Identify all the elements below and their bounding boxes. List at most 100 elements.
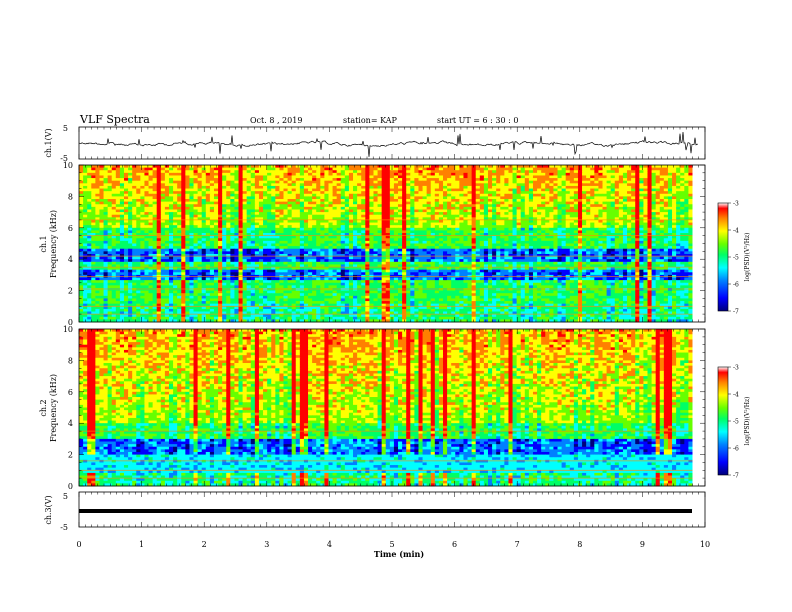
spectrogram-cell: [512, 230, 518, 234]
spectrogram-cell: [230, 219, 235, 223]
spectrogram-cell: [160, 167, 166, 171]
spectrogram-cell: [263, 240, 268, 244]
spectrogram-cell: [667, 214, 673, 218]
spectrogram-cell: [467, 227, 473, 231]
spectrogram-cell: [508, 185, 513, 189]
spectrogram-cell: [332, 165, 338, 169]
spectrogram-cell: [353, 246, 358, 250]
spectrogram-cell: [258, 170, 264, 174]
spectrogram-cell: [647, 204, 652, 208]
spectrogram-cell: [606, 206, 612, 210]
spectrogram-cell: [226, 227, 231, 231]
spectrogram-cell: [577, 180, 583, 184]
spectrogram-cell: [336, 178, 342, 182]
spectrogram-cell: [463, 193, 468, 197]
spectrogram-cell: [622, 167, 628, 171]
spectrogram-cell: [684, 199, 689, 203]
spectrogram-cell: [213, 191, 219, 195]
spectrogram-cell: [312, 201, 317, 205]
spectrogram-cell: [680, 183, 685, 187]
spectrogram-cell: [128, 222, 133, 226]
spectrogram-cell: [426, 170, 432, 174]
spectrogram-cell: [467, 214, 473, 218]
spectrogram-cell: [226, 196, 231, 200]
spectrogram-cell: [213, 183, 219, 187]
spectrogram-cell: [463, 167, 468, 171]
spectrogram-cell: [512, 199, 518, 203]
spectrogram-cell: [279, 165, 284, 169]
spectrogram-cell: [267, 214, 272, 218]
spectrogram-cell: [389, 170, 395, 174]
spectrogram-cell: [549, 227, 554, 231]
spectrogram-cell: [87, 212, 92, 216]
spectrogram-cell: [557, 196, 562, 200]
spectrogram-cell: [663, 230, 669, 234]
ch1-ytick-bottom: -5: [60, 154, 68, 163]
spectrogram-cell: [537, 227, 542, 231]
spectrogram-cell: [79, 188, 84, 192]
spectrogram-cell: [610, 172, 616, 176]
spectrogram-cell: [594, 193, 599, 197]
spectrogram-cell: [549, 172, 554, 176]
spectrogram-cell: [344, 204, 350, 208]
spectrogram-cell: [115, 175, 121, 179]
spectrogram-cell: [332, 167, 338, 171]
spectrogram-cell: [254, 196, 260, 200]
spectrogram-cell: [250, 238, 256, 242]
spectrogram-cell: [414, 219, 419, 223]
spectrogram-cell: [422, 180, 428, 184]
spectrogram-cell: [451, 183, 456, 187]
spectrogram-cell: [422, 235, 428, 239]
spectrogram-cell: [377, 201, 383, 205]
spectrogram-cell: [443, 201, 448, 205]
spectrogram-cell: [508, 243, 513, 247]
spectrogram-cell: [651, 167, 657, 171]
spectrogram-cell: [148, 185, 154, 189]
spectrogram-cell: [99, 193, 104, 197]
spectrogram-cell: [614, 217, 620, 221]
spectrogram-cell: [663, 214, 669, 218]
spectrogram-cell: [586, 243, 591, 247]
spectrogram-cell: [447, 212, 452, 216]
spectrogram-cell: [447, 227, 452, 231]
spectrogram-cell: [365, 165, 370, 169]
spectrogram-cell: [123, 214, 129, 218]
spectrogram-cell: [299, 219, 305, 223]
spectrogram-cell: [438, 201, 444, 205]
spectrogram-cell: [160, 199, 166, 203]
spectrogram-cell: [385, 227, 391, 231]
spectrogram-cell: [451, 214, 456, 218]
spectrogram-cell: [463, 246, 468, 250]
spectrogram-cell: [193, 246, 199, 250]
spectrogram-cell: [144, 206, 149, 210]
spectrogram-cell: [79, 243, 84, 247]
spectrogram-cell: [422, 188, 428, 192]
spectrogram-cell: [140, 188, 145, 192]
spectrogram-cell: [193, 199, 199, 203]
spectrogram-cell: [164, 201, 170, 205]
spectrogram-cell: [189, 222, 194, 226]
spectrogram-cell: [119, 191, 125, 195]
spectrogram-cell: [639, 199, 644, 203]
spectrogram-cell: [144, 233, 149, 237]
spectrogram-cell: [152, 243, 158, 247]
spectrogram-cell: [267, 222, 272, 226]
spectrogram-cell: [377, 196, 383, 200]
spectrogram-cell: [111, 201, 117, 205]
spectrogram-cell: [328, 206, 333, 210]
spectrogram-cell: [455, 178, 460, 182]
spectrogram-cell: [148, 225, 154, 229]
spectrogram-cell: [83, 183, 88, 187]
spectrogram-cell: [279, 246, 284, 250]
spectrogram-cell: [537, 165, 542, 169]
spectrogram-cell: [410, 183, 415, 187]
spectrogram-cell: [614, 222, 620, 226]
spectrogram-cell: [598, 204, 603, 208]
spectrogram-cell: [496, 243, 501, 247]
spectrogram-cell: [303, 206, 309, 210]
spectrogram-cell: [365, 204, 370, 208]
spectrogram-cell: [287, 172, 293, 176]
spectrogram-cell: [414, 191, 419, 195]
spectrogram-cell: [83, 193, 88, 197]
spectrogram-cell: [483, 214, 489, 218]
